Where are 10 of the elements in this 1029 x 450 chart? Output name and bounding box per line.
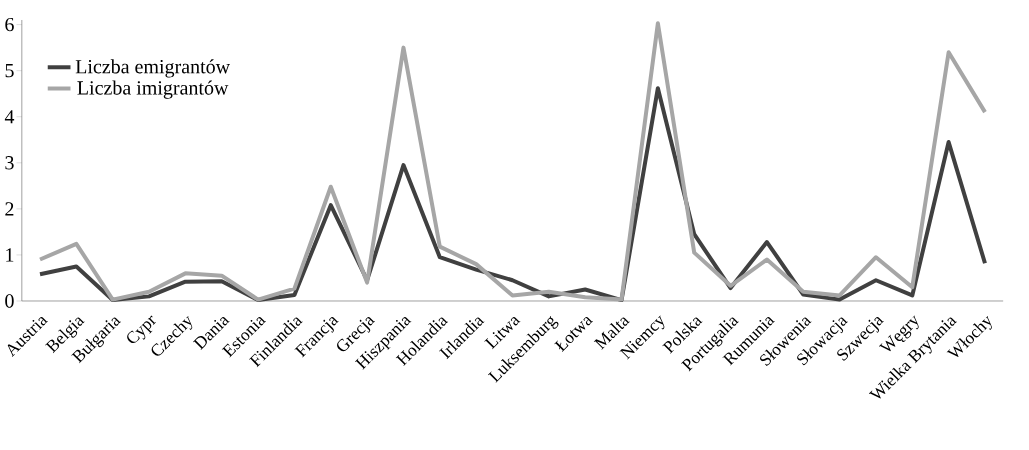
y-tick-label: 4 [4,110,15,124]
y-tick-label: 5 [5,64,14,78]
line-series [38,21,987,302]
legend-label: Liczba emigrantów [75,59,231,78]
y-tick-label: 2 [5,202,14,216]
y-tick-label: 0 [5,294,14,308]
y-tick-label: 3 [5,156,14,170]
y-tick-label: 6 [5,17,14,32]
legend-label: Liczba imigrantów [77,80,229,99]
y-tick-label: 1 [6,248,14,262]
